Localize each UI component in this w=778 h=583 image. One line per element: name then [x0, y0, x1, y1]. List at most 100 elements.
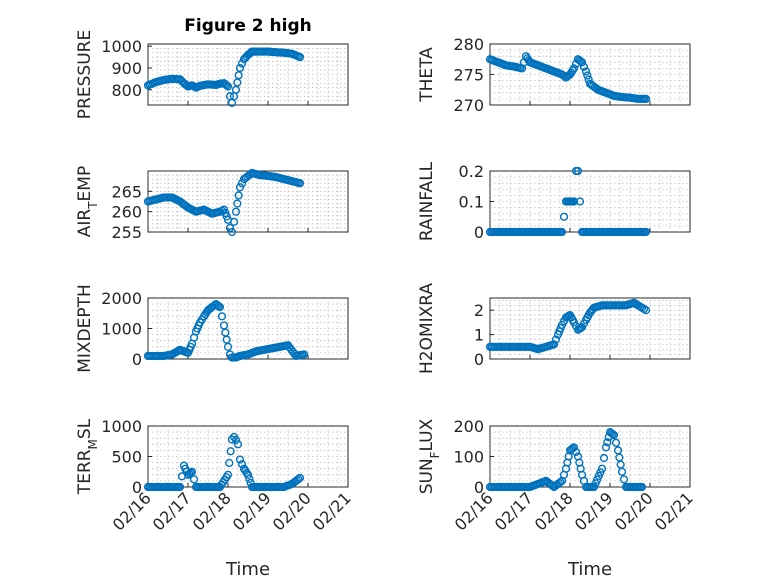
data-point: [217, 312, 227, 321]
data-point: [235, 63, 245, 73]
subplot-1: 800 900 1000 PRESSURE Figure 2 high: [75, 16, 349, 119]
subplot-8: 010020002/1602/1702/1802/1902/2002/21Tim…: [417, 417, 697, 580]
data-point: [557, 227, 567, 237]
data-point: [611, 438, 621, 447]
subplot-5: 0 1000 2000 MIXDEPTH: [75, 284, 349, 373]
data-point: [571, 447, 581, 457]
data-point: [215, 303, 225, 312]
subplot-7: 0500100002/1602/1702/1802/1902/2002/21Ti…: [75, 417, 355, 580]
x-tick-label: 02/17: [149, 488, 195, 534]
y-tick-label: 1000: [101, 37, 142, 56]
data-point: [299, 350, 309, 359]
y-tick-label: 500: [111, 448, 142, 467]
data-point: [599, 453, 609, 463]
y-tick-label: 800: [111, 81, 142, 100]
data-point: [231, 207, 241, 216]
x-tick-label: 02/19: [229, 488, 275, 534]
data-point: [223, 342, 233, 351]
y-tick-label: 0.1: [459, 193, 484, 212]
y-axis-label: MIXDEPTH: [75, 284, 95, 373]
data-point: [187, 467, 197, 476]
y-axis-label: PRESSURE: [75, 30, 95, 119]
data-point: [237, 59, 247, 68]
data-point: [233, 440, 243, 449]
data-point: [243, 470, 253, 479]
subplot-2: 270 275 280 THETA: [417, 35, 691, 115]
data-point: [235, 183, 245, 192]
y-tick-label: 0: [474, 350, 484, 369]
y-tick-label: 0: [474, 478, 484, 497]
data-point: [225, 223, 235, 233]
data-point: [295, 179, 305, 188]
y-tick-label: 255: [111, 223, 142, 242]
chart-title: Figure 2 high: [184, 16, 312, 36]
y-tick-label: 200: [453, 417, 484, 436]
x-axis-label: Time: [225, 559, 270, 580]
y-tick-label: 265: [111, 182, 142, 201]
data-point: [223, 470, 233, 479]
data-point: [189, 475, 199, 484]
data-point: [186, 468, 195, 477]
data-point: [235, 455, 245, 464]
subplot-4: 0 0.1 0.2 RAINFALL: [417, 161, 691, 242]
data-point: [579, 62, 589, 71]
x-tick-label: 02/20: [611, 488, 657, 534]
data-point: [234, 191, 243, 200]
data-point: [569, 197, 579, 206]
data-point: [225, 458, 234, 468]
x-axis-label: Time: [567, 559, 612, 580]
y-tick-label: 900: [111, 59, 142, 78]
y-tick-label: 2000: [101, 289, 142, 308]
data-point: [609, 431, 619, 440]
y-axis-label: RAINFALL: [417, 161, 437, 241]
data-point: [227, 435, 237, 444]
data-point: [608, 430, 617, 439]
y-axis-label: AIRTEMP: [75, 166, 100, 237]
data-point: [245, 474, 254, 483]
data-point: [223, 82, 233, 91]
data-point: [603, 438, 612, 447]
data-point: [573, 166, 583, 176]
data-point: [581, 67, 591, 76]
subplot-6: 0 1 2 H2OMIXRA: [417, 283, 691, 374]
data-point: [641, 306, 651, 315]
data-point: [559, 212, 569, 221]
y-axis-label: THETA: [417, 47, 437, 103]
x-tick-label: 02/17: [491, 488, 537, 534]
data-point: [549, 340, 559, 349]
x-tick-label: 02/19: [571, 488, 617, 534]
data-point: [583, 71, 592, 80]
y-axis-label: SUNFLUX: [417, 418, 442, 494]
y-tick-label: 270: [453, 96, 484, 115]
data-point: [551, 335, 561, 344]
data-point: [222, 81, 231, 90]
data-point: [617, 467, 627, 476]
data-point: [231, 435, 241, 445]
data-point: [641, 94, 651, 104]
data-point: [233, 199, 242, 208]
data-point: [637, 482, 647, 492]
data-point: [577, 58, 587, 67]
y-tick-label: 1: [474, 326, 484, 345]
data-point: [237, 460, 247, 469]
y-tick-label: 275: [453, 66, 484, 85]
data-point: [619, 475, 629, 484]
y-axis-label: TERRMSL: [75, 418, 100, 495]
data-point: [295, 473, 305, 482]
data-point: [175, 482, 185, 492]
x-tick-label: 02/21: [309, 488, 355, 534]
y-tick-label: 0: [132, 350, 142, 369]
x-tick-label: 02/21: [651, 488, 697, 534]
x-tick-label: 02/18: [189, 488, 235, 534]
data-point: [569, 443, 579, 452]
y-axis-label: H2OMIXRA: [417, 283, 437, 374]
data-point: [556, 478, 565, 487]
y-tick-label: 100: [453, 448, 484, 467]
data-point: [214, 302, 223, 311]
data-point: [575, 197, 585, 206]
data-point: [597, 464, 607, 473]
y-tick-label: 1000: [101, 417, 142, 436]
data-point: [294, 474, 303, 484]
